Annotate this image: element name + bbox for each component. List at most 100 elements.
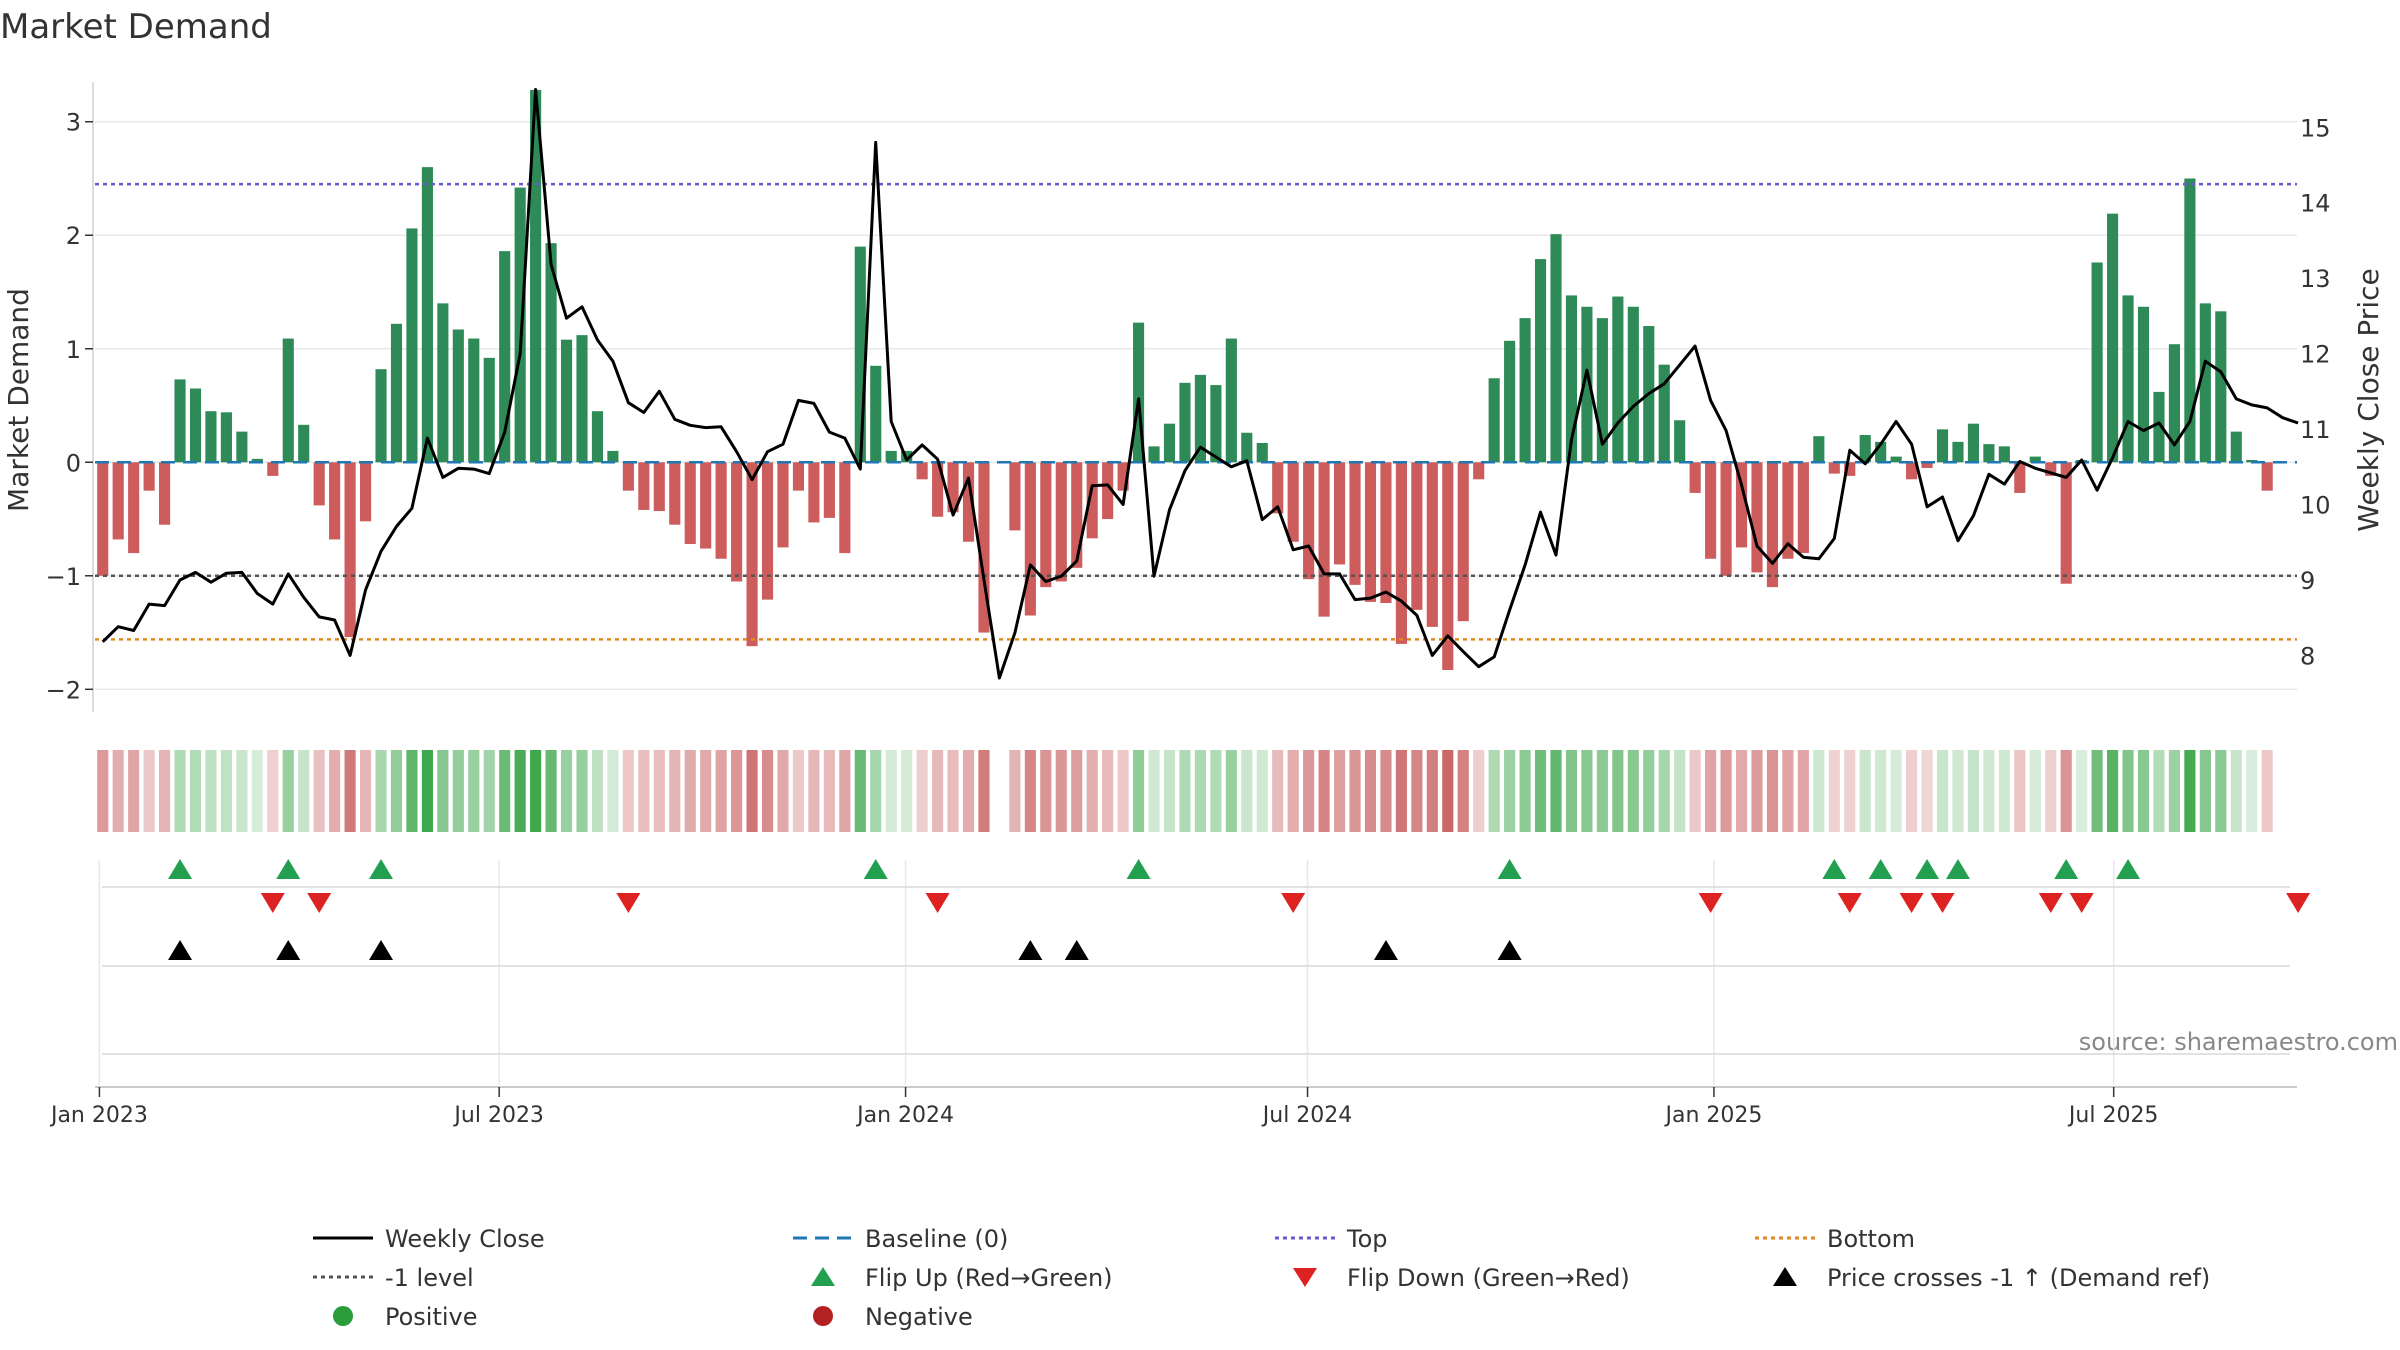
demand-bar bbox=[220, 412, 232, 463]
heat-cell bbox=[1550, 750, 1562, 832]
heat-cell bbox=[128, 750, 140, 832]
heat-cell bbox=[1596, 750, 1608, 832]
heat-cell bbox=[344, 750, 356, 832]
demand-bar bbox=[1844, 462, 1856, 476]
heat-cell bbox=[1658, 750, 1670, 832]
demand-bar bbox=[808, 462, 820, 523]
demand-bar bbox=[1813, 436, 1825, 463]
demand-bar bbox=[823, 462, 835, 518]
demand-bar bbox=[1921, 462, 1933, 468]
heat-cell bbox=[1225, 750, 1237, 832]
demand-bar bbox=[236, 431, 248, 463]
weekly-close-line bbox=[101, 88, 2299, 680]
price-cross-marker bbox=[1497, 940, 1522, 960]
heat-cell bbox=[653, 750, 665, 832]
demand-bar bbox=[761, 462, 774, 600]
heat-cell bbox=[1720, 750, 1732, 832]
y2-tick-label: 9 bbox=[2300, 567, 2315, 595]
heat-cell bbox=[220, 750, 232, 832]
y2-tick-label: 11 bbox=[2300, 416, 2331, 444]
flip-up-marker bbox=[1945, 859, 1970, 879]
heat-cell bbox=[2215, 750, 2227, 832]
heat-cell bbox=[1751, 750, 1763, 832]
demand-bar bbox=[1967, 423, 1980, 463]
price-cross-marker bbox=[276, 940, 301, 960]
demand-bar bbox=[1797, 462, 1809, 554]
flip-up-marker bbox=[276, 859, 301, 879]
demand-bar bbox=[313, 462, 325, 506]
y2-axis-label: Weekly Close Price bbox=[2352, 268, 2385, 531]
demand-bars bbox=[97, 89, 2273, 670]
x-tick-label: Jan 2023 bbox=[49, 1103, 148, 1128]
price-cross-marker bbox=[168, 940, 193, 960]
demand-bar bbox=[1519, 318, 1531, 463]
demand-bar bbox=[1117, 462, 1129, 491]
demand-bar bbox=[2091, 262, 2103, 463]
heat-cell bbox=[1241, 750, 1253, 832]
demand-bar bbox=[576, 335, 588, 463]
heat-cell bbox=[97, 750, 109, 832]
heat-cell bbox=[2199, 750, 2211, 832]
flip-up-marker bbox=[863, 859, 888, 879]
demand-bar bbox=[390, 323, 403, 463]
heat-cell bbox=[823, 750, 835, 832]
heat-cell bbox=[298, 750, 310, 832]
demand-bar bbox=[1040, 462, 1052, 588]
demand-bar bbox=[792, 462, 805, 491]
legend-label: Bottom bbox=[1827, 1225, 1915, 1253]
legend-swatch-dot bbox=[333, 1306, 353, 1326]
x-tick-label: Jul 2023 bbox=[452, 1103, 544, 1128]
demand-bar bbox=[947, 462, 959, 513]
price-cross-marker bbox=[1018, 940, 1043, 960]
heat-cell bbox=[885, 750, 897, 832]
demand-bar bbox=[1380, 462, 1392, 604]
heat-cell bbox=[406, 750, 418, 832]
heat-cell bbox=[2014, 750, 2026, 832]
heat-cell bbox=[2184, 750, 2196, 832]
demand-bar bbox=[2107, 213, 2119, 463]
heat-cell bbox=[777, 750, 789, 832]
legend-item: Flip Down (Green→Red) bbox=[1293, 1264, 1630, 1292]
demand-bar bbox=[932, 462, 944, 517]
flip-up-marker bbox=[2054, 859, 2079, 879]
flip-down-marker bbox=[1930, 893, 1955, 913]
heat-cell bbox=[2261, 750, 2273, 832]
heat-cell bbox=[1303, 750, 1315, 832]
demand-bar bbox=[1148, 446, 1160, 463]
flip-up-marker bbox=[2116, 859, 2141, 879]
x-tick-label: Jul 2025 bbox=[2067, 1103, 2159, 1128]
heat-cell bbox=[591, 750, 604, 832]
demand-bar bbox=[1936, 429, 1949, 463]
demand-bar bbox=[870, 365, 882, 463]
heat-cell bbox=[607, 750, 619, 832]
demand-bar bbox=[1133, 322, 1145, 463]
demand-bar bbox=[1225, 338, 1237, 463]
heat-cell bbox=[947, 750, 959, 832]
y-tick-label: −2 bbox=[46, 676, 81, 704]
heat-cell bbox=[1256, 750, 1268, 832]
heat-cell bbox=[1380, 750, 1392, 832]
demand-bar bbox=[839, 462, 851, 554]
y-tick-label: 3 bbox=[66, 109, 81, 137]
heat-cell bbox=[1009, 750, 1021, 832]
demand-bar bbox=[1952, 441, 1964, 463]
x-tick-label: Jul 2024 bbox=[1261, 1103, 1353, 1128]
y-axis-label: Market Demand bbox=[2, 288, 35, 512]
price-cross-marker bbox=[369, 940, 394, 960]
demand-bar bbox=[1488, 378, 1500, 463]
demand-bar bbox=[452, 329, 464, 463]
heat-cell bbox=[2029, 750, 2041, 832]
heat-cell bbox=[499, 750, 511, 832]
legend-item: Weekly Close bbox=[313, 1225, 545, 1253]
demand-bar bbox=[2261, 462, 2273, 491]
demand-bar bbox=[437, 303, 449, 463]
demand-bar bbox=[715, 462, 727, 559]
heat-cell bbox=[421, 750, 433, 832]
demand-bar bbox=[1473, 462, 1485, 480]
demand-bar bbox=[1071, 462, 1083, 568]
heat-cell bbox=[205, 750, 217, 832]
heat-cell bbox=[669, 750, 681, 832]
demand-bar bbox=[359, 462, 372, 522]
flip-down-marker bbox=[1837, 893, 1862, 913]
demand-bar bbox=[2184, 178, 2196, 463]
